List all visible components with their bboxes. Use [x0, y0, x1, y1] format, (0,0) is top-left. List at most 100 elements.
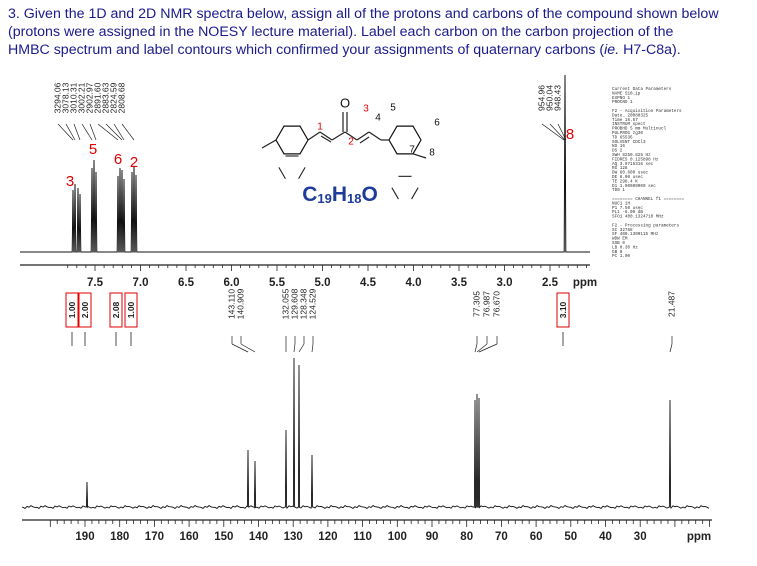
- assignment-label: 2: [130, 154, 138, 171]
- peak-label: 3294.06: [52, 82, 62, 113]
- integral-value: 3.10: [558, 301, 568, 318]
- peak-label: 950.04: [544, 85, 554, 111]
- integral-value: 1.00: [67, 301, 77, 318]
- formula-sub: 19: [317, 191, 331, 206]
- question-text: HMBC spectrum and label contours which c…: [8, 42, 604, 58]
- assignment-label: 6: [114, 151, 122, 168]
- label-connector: [474, 343, 478, 353]
- double-bond: [359, 136, 370, 144]
- label-connector: [298, 343, 305, 353]
- formula-part: C: [302, 183, 317, 206]
- label-connector: [105, 123, 123, 141]
- atom-number: 4: [375, 113, 381, 124]
- atom-number: 8: [429, 148, 435, 159]
- ring-bond: [411, 187, 419, 200]
- c13-axis-label: 110: [353, 531, 372, 543]
- parameter-line: PL1 -6.00 dB: [612, 210, 643, 215]
- h1-axis-unit: ppm: [573, 277, 597, 289]
- integral-value: 2.00: [80, 301, 90, 318]
- double-bond: [320, 135, 332, 143]
- integral: 3.10: [556, 292, 570, 328]
- integral-box: [556, 292, 570, 328]
- parameter-line: LB 0.30 Hz: [612, 245, 638, 250]
- chain-bond: [331, 131, 346, 141]
- peak-label: 3010.31: [68, 82, 78, 113]
- peak-label: 76.670: [491, 291, 501, 317]
- parameter-line: SSB 0: [612, 241, 625, 246]
- question-italic: ie.: [604, 42, 619, 58]
- c13-axis-label: 150: [214, 531, 233, 543]
- ring-bond: [278, 167, 286, 179]
- question-line: HMBC spectrum and label contours which c…: [8, 42, 681, 58]
- methyl-bond: [412, 153, 427, 159]
- ring: [388, 125, 422, 155]
- h1-spectrum: [20, 74, 590, 253]
- chain-bond: [344, 131, 358, 141]
- integral-box: [109, 292, 123, 328]
- parameter-line: SWH 8250.825 Hz: [612, 153, 651, 158]
- parameter-line: GB 0: [612, 250, 623, 255]
- parameter-line: PC 1.00: [612, 254, 630, 259]
- peak-label: 124.529: [307, 288, 317, 319]
- c13-axis-label: 40: [599, 531, 612, 543]
- c13-axis-label: 190: [75, 531, 94, 543]
- h1-axis-label: 3.5: [451, 277, 468, 289]
- question-line: 3. Given the 1D and 2D NMR spectra below…: [8, 6, 719, 22]
- atom-number: 1: [317, 122, 323, 133]
- c13-axis-label: 120: [318, 531, 337, 543]
- h1-axis-label: 4.0: [406, 277, 422, 289]
- h1-axis-label: 6.0: [224, 277, 240, 289]
- peak-label: 2808.68: [116, 82, 126, 113]
- parameter-line: PROBHD 5 mm Multinucl: [612, 127, 667, 132]
- c13-axis-label: 80: [460, 531, 473, 543]
- parameter-line: F2 - Acquisition Parameters: [612, 109, 682, 114]
- parameter-line: SFO1 400.1324710 MHz: [612, 215, 664, 220]
- integral: 2.00: [78, 292, 92, 328]
- atom-number: 3: [363, 104, 369, 115]
- label-connector: [240, 343, 256, 353]
- peak-label: 129.608: [289, 288, 299, 319]
- label-connector: [121, 123, 135, 141]
- integral-box: [78, 292, 92, 328]
- peak-label: 76.987: [481, 291, 491, 317]
- label-connector: [293, 343, 296, 353]
- parameter-line: SOLVENT CDCl3: [612, 140, 646, 145]
- label-connector: [113, 123, 125, 141]
- parameter-line: F2 - Processing parameters: [612, 223, 679, 228]
- atom-number: 5: [390, 103, 396, 114]
- oxygen: O: [340, 95, 350, 110]
- label-connector: [549, 123, 566, 141]
- c13-axis-label: 90: [426, 531, 439, 543]
- parameter-line: FIDRES 0.125898 Hz: [612, 157, 659, 162]
- formula-part: H: [332, 183, 347, 206]
- chain-bond: [307, 131, 321, 141]
- h1-axis-label: 5.0: [315, 277, 331, 289]
- c13-axis-label: 140: [249, 531, 268, 543]
- integral-value: 2.08: [111, 301, 121, 318]
- formula-sub: 18: [347, 191, 361, 206]
- parameter-line: TE 298.4 K: [612, 179, 638, 184]
- ring-bond: [391, 187, 399, 200]
- label-connector: [89, 123, 97, 141]
- assignment-label: 3: [66, 173, 74, 190]
- parameter-line: DS 2: [612, 149, 623, 154]
- parameter-line: Date_ 20080325: [612, 113, 649, 118]
- parameter-line: EXPNO 1: [612, 96, 630, 101]
- c13-axis-unit: ppm: [687, 531, 711, 543]
- assignment-label: 5: [89, 141, 97, 158]
- h1-axis-label: 4.5: [360, 277, 377, 289]
- parameter-line: PROCNO 1: [612, 100, 633, 105]
- label-connector: [311, 343, 314, 353]
- h1-axis-label: 7.0: [133, 277, 149, 289]
- peak-label: 2902.97: [84, 82, 94, 113]
- question-text: H7-C8a).: [619, 42, 681, 58]
- peak-label: 143.110: [226, 289, 236, 319]
- peak-label: 954.96: [536, 85, 546, 111]
- chain-bond: [319, 131, 333, 141]
- parameter-line: SF 400.1300115 MHz: [612, 232, 659, 237]
- label-connector: [669, 343, 673, 353]
- parameter-line: ======== CHANNEL f1 ========: [612, 197, 685, 202]
- integral: 1.00: [65, 292, 79, 328]
